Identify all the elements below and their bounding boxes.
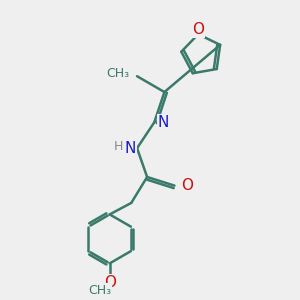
Text: CH₃: CH₃ — [88, 284, 111, 297]
Text: N: N — [124, 141, 136, 156]
Text: H: H — [113, 140, 123, 153]
Text: N: N — [158, 115, 169, 130]
Text: O: O — [104, 275, 116, 290]
Text: O: O — [181, 178, 193, 193]
Text: O: O — [192, 22, 204, 37]
Text: CH₃: CH₃ — [106, 68, 129, 80]
